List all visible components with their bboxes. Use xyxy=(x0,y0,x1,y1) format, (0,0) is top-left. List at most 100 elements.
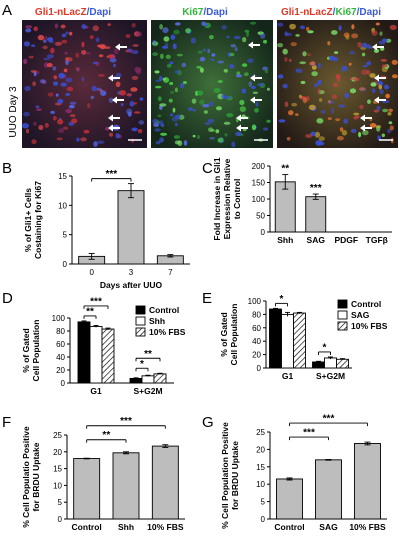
nucleus xyxy=(75,67,80,71)
nucleus xyxy=(370,82,377,87)
nucleus xyxy=(159,137,165,143)
panel-a-side-label: UUO Day 3 xyxy=(8,86,19,138)
nucleus xyxy=(57,98,64,104)
nucleus xyxy=(170,34,176,40)
nucleus xyxy=(362,130,369,136)
nucleus xyxy=(115,81,121,88)
bar xyxy=(354,443,381,520)
nucleus xyxy=(350,128,357,133)
chart-f: % Cell Populatio Positive for BRDU Uptake… xyxy=(21,416,185,532)
nucleus xyxy=(316,118,324,124)
nucleus xyxy=(202,104,210,108)
micro-title-1: Gli1-nLacZ/Dapi xyxy=(35,7,111,18)
x-tick-label: 10% FBS xyxy=(349,522,386,532)
nucleus xyxy=(24,85,31,92)
nucleus xyxy=(357,41,362,48)
nucleus xyxy=(52,116,57,121)
nucleus xyxy=(320,110,326,114)
nucleus xyxy=(71,118,78,124)
nucleus xyxy=(107,54,115,59)
arrow-head xyxy=(108,74,113,82)
nucleus xyxy=(50,110,56,114)
nucleus xyxy=(282,83,288,89)
nucleus xyxy=(57,119,64,125)
nucleus xyxy=(299,61,307,65)
significance-label: * xyxy=(323,342,327,353)
nucleus xyxy=(226,35,231,39)
nucleus xyxy=(173,135,180,139)
nucleus xyxy=(338,25,342,31)
nucleus xyxy=(362,64,368,68)
nucleus xyxy=(209,137,215,140)
nucleus xyxy=(331,30,338,35)
nucleus xyxy=(33,26,38,32)
nucleus xyxy=(306,53,311,57)
nucleus xyxy=(85,52,91,55)
nucleus xyxy=(327,117,332,120)
nucleus xyxy=(115,72,122,78)
x-tick-label: Control xyxy=(274,522,304,532)
nucleus xyxy=(224,133,228,137)
legend-label: Control xyxy=(149,305,179,315)
nucleus xyxy=(30,70,35,73)
nucleus xyxy=(46,54,54,59)
nucleus xyxy=(246,31,250,37)
x-tick-label: Shh xyxy=(118,522,134,532)
x-tick-label: PDGF xyxy=(334,235,358,245)
nucleus xyxy=(318,136,325,141)
nucleus xyxy=(161,123,165,128)
arrow-head xyxy=(360,114,365,122)
x-tick-label: G1 xyxy=(90,386,102,396)
nucleus xyxy=(36,108,42,111)
nucleus xyxy=(169,82,174,85)
nucleus xyxy=(192,109,196,112)
nucleus xyxy=(81,76,85,82)
nucleus xyxy=(308,104,316,111)
nucleus xyxy=(249,21,257,25)
nucleus xyxy=(239,99,245,106)
nucleus xyxy=(25,25,33,29)
nucleus xyxy=(60,24,66,29)
nucleus xyxy=(159,24,164,30)
nucleus xyxy=(338,104,345,108)
panel-a: A UUO Day 3 Gli1-nLacZ/Dapi Ki67/Dapi Gl… xyxy=(2,2,398,148)
y-tick-label: 0 xyxy=(261,228,266,237)
y-axis-label: Cell Population xyxy=(31,320,41,382)
y-tick-label: 10 xyxy=(256,480,265,489)
nucleus xyxy=(23,58,28,65)
nucleus xyxy=(217,60,225,64)
nucleus xyxy=(97,44,105,48)
y-tick-label: 0 xyxy=(61,379,66,388)
nucleus xyxy=(108,97,114,104)
y-tick-label: 80 xyxy=(56,327,65,336)
y-tick-label: 40 xyxy=(56,353,65,362)
nucleus xyxy=(100,90,107,96)
legend-swatch xyxy=(135,316,146,326)
arrow-head xyxy=(108,124,113,132)
x-tick-label: S+G2M xyxy=(133,386,162,396)
arrow-icon xyxy=(374,74,386,82)
arrow-head xyxy=(374,74,379,82)
nucleus xyxy=(388,121,393,125)
nucleus xyxy=(391,59,398,65)
x-tick-label: TGFβ xyxy=(366,235,388,245)
panel-letter-f: F xyxy=(2,414,11,431)
nucleus xyxy=(38,124,44,131)
x-tick-label: 3 xyxy=(129,268,134,277)
nucleus xyxy=(266,87,270,91)
chart-d: % of Gated Cell Population 0 20 40 60 80 100 G1 S… xyxy=(21,296,186,396)
nucleus xyxy=(96,87,102,92)
nucleus xyxy=(257,83,264,87)
nucleus xyxy=(367,99,371,104)
nucleus xyxy=(113,63,116,68)
nucleus xyxy=(381,64,388,68)
nucleus xyxy=(361,42,368,48)
bar xyxy=(305,196,327,233)
y-tick-label: 100 xyxy=(52,314,66,323)
nucleus xyxy=(53,81,59,86)
nucleus xyxy=(233,35,241,40)
nucleus xyxy=(221,24,227,30)
nucleus xyxy=(291,102,298,107)
y-tick-label: 10 xyxy=(53,481,62,490)
micro-title-3: Gli1-nLacZ/Ki67/Dapi xyxy=(281,7,381,18)
